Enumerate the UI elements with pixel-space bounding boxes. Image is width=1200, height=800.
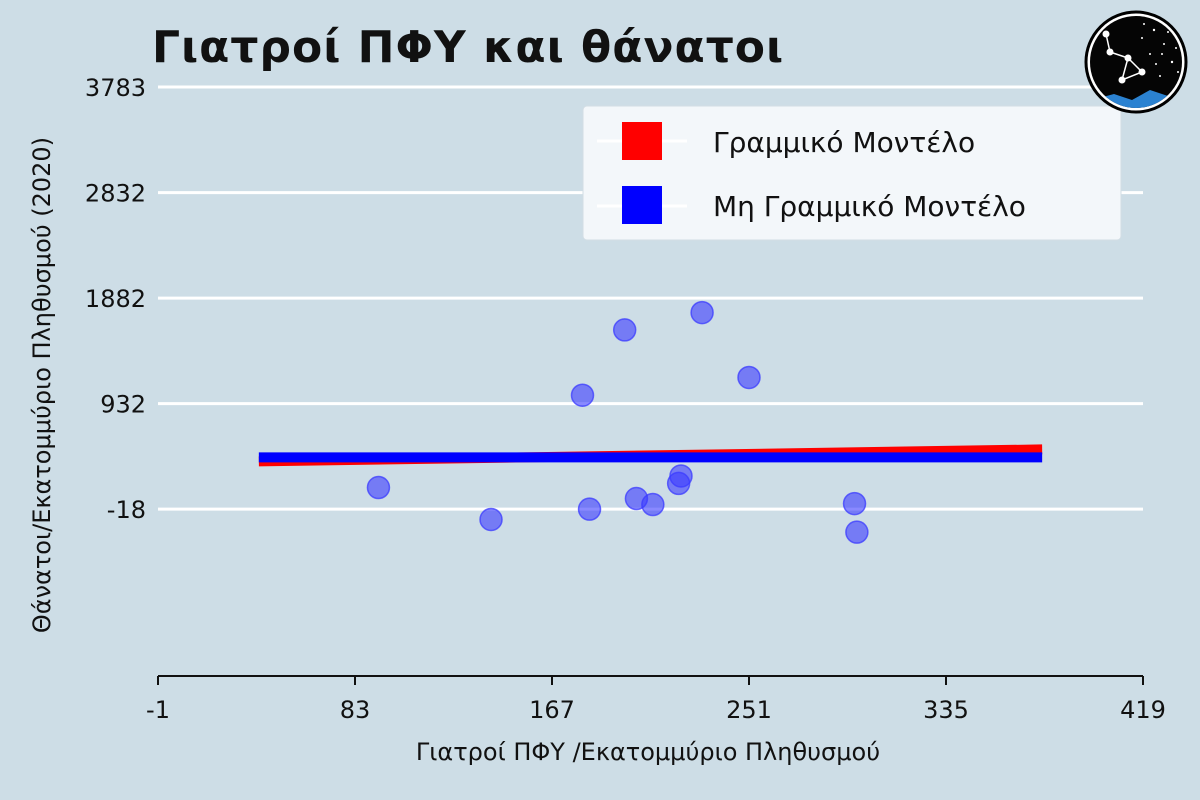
logo <box>1084 10 1188 114</box>
data-point <box>612 318 637 342</box>
x-tick-label: 419 <box>1120 696 1166 724</box>
legend-label-linear: Γραμμικό Μοντέλο <box>713 126 975 159</box>
legend-box <box>582 105 1122 241</box>
x-axis <box>157 675 1144 685</box>
data-point <box>845 520 869 544</box>
data-point <box>641 492 665 517</box>
data-point <box>570 383 595 407</box>
data-point <box>577 497 602 521</box>
y-tick-label: 1882 <box>85 285 146 313</box>
y-tick-label: 3783 <box>85 74 146 102</box>
legend: Γραμμικό Μοντέλο Μη Γραμμικό Μοντέλο <box>582 105 1122 241</box>
data-point <box>842 491 867 516</box>
y-tick-labels: -18 932 1882 2832 3783 <box>85 74 146 524</box>
data-point <box>690 300 714 325</box>
data-point <box>737 365 761 390</box>
scatter-points <box>366 300 869 544</box>
legend-swatch-nonlinear <box>622 186 662 224</box>
x-axis-label: Γιατροί ΠΦΥ /Εκατομμύριο Πληθυσμού <box>416 738 880 766</box>
x-tick-labels: -1 83 167 251 335 419 <box>146 696 1166 724</box>
x-tick-label: 335 <box>923 696 969 724</box>
data-point <box>669 464 693 488</box>
legend-swatch-linear <box>622 122 662 160</box>
y-axis-label: Θάνατοι/Εκατομμύριο Πληθυσμού (2020) <box>28 137 56 633</box>
chart-title: Γιατροί ΠΦΥ και θάνατοι <box>152 22 785 73</box>
x-tick-label: 83 <box>340 696 371 724</box>
y-tick-label: 932 <box>100 391 146 419</box>
x-tick-label: 167 <box>529 696 575 724</box>
x-tick-label: -1 <box>146 696 170 724</box>
y-tick-label: -18 <box>107 496 146 524</box>
model-lines <box>258 444 1043 467</box>
y-tick-label: 2832 <box>85 180 146 208</box>
data-point <box>366 475 391 500</box>
data-point <box>479 507 503 532</box>
legend-label-nonlinear: Μη Γραμμικό Μοντέλο <box>713 190 1026 223</box>
x-tick-label: 251 <box>726 696 772 724</box>
